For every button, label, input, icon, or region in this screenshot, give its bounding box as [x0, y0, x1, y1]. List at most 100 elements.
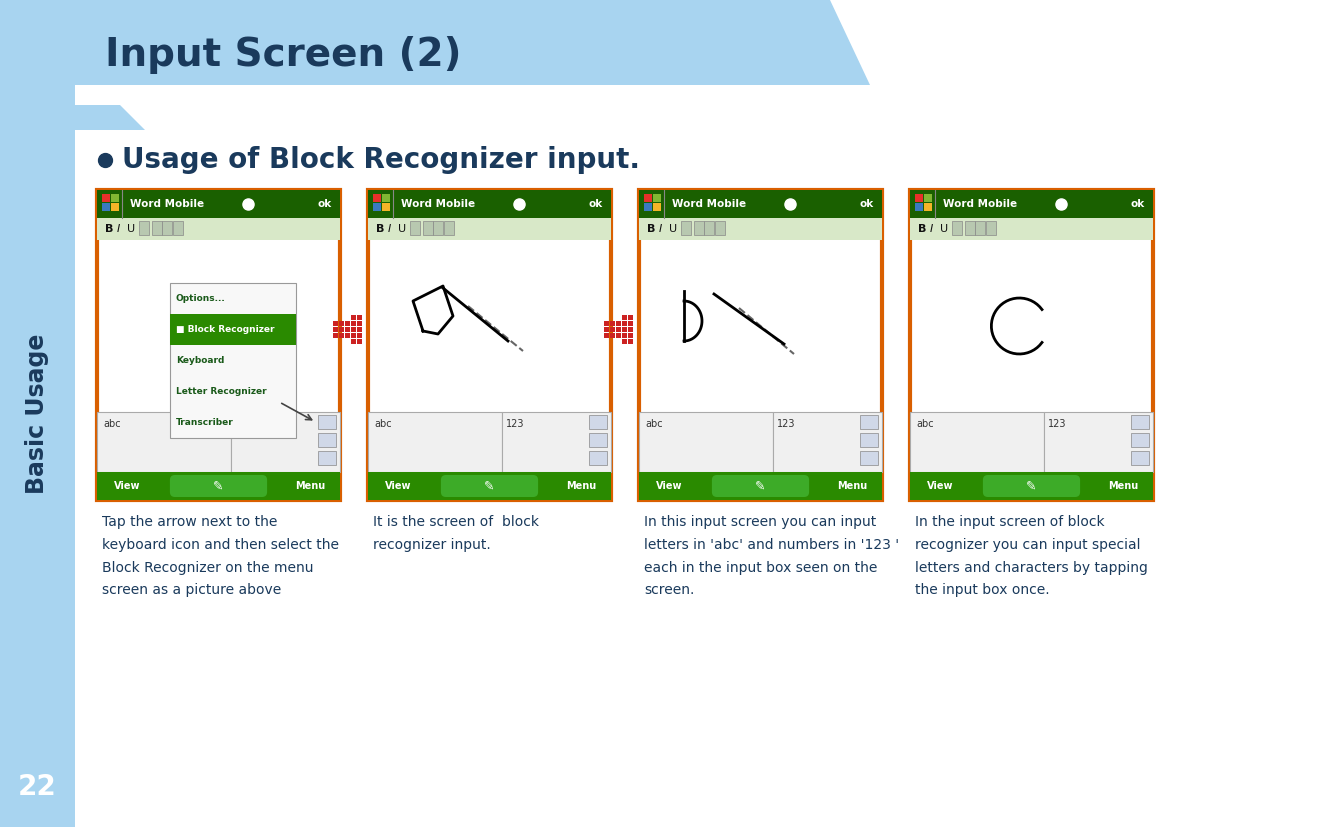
FancyBboxPatch shape — [351, 314, 356, 319]
FancyBboxPatch shape — [357, 338, 363, 343]
FancyBboxPatch shape — [333, 327, 339, 332]
Text: Word Mobile: Word Mobile — [672, 199, 747, 209]
FancyBboxPatch shape — [111, 203, 119, 211]
FancyBboxPatch shape — [910, 190, 1153, 500]
FancyBboxPatch shape — [975, 221, 985, 235]
Text: ok: ok — [317, 199, 332, 209]
Text: 123: 123 — [776, 419, 795, 429]
FancyBboxPatch shape — [1131, 451, 1149, 465]
FancyBboxPatch shape — [603, 321, 609, 326]
FancyBboxPatch shape — [628, 327, 633, 332]
Text: ok: ok — [860, 199, 874, 209]
FancyBboxPatch shape — [345, 332, 351, 337]
FancyBboxPatch shape — [502, 412, 611, 472]
Text: ✎: ✎ — [1026, 480, 1037, 493]
Text: In the input screen of block
recognizer you can input special
letters and charac: In the input screen of block recognizer … — [915, 515, 1148, 597]
FancyBboxPatch shape — [644, 194, 652, 202]
FancyBboxPatch shape — [96, 218, 340, 240]
Text: View: View — [114, 481, 140, 491]
Text: Tap the arrow next to the
keyboard icon and then select the
Block Recognizer on : Tap the arrow next to the keyboard icon … — [102, 515, 339, 597]
FancyBboxPatch shape — [622, 332, 628, 337]
FancyBboxPatch shape — [653, 194, 661, 202]
Text: B: B — [104, 224, 114, 234]
FancyBboxPatch shape — [357, 314, 363, 319]
FancyBboxPatch shape — [644, 203, 652, 211]
Text: Menu: Menu — [836, 481, 867, 491]
Text: U: U — [127, 224, 135, 234]
Text: Word Mobile: Word Mobile — [401, 199, 475, 209]
FancyBboxPatch shape — [640, 412, 772, 472]
FancyBboxPatch shape — [610, 327, 615, 332]
FancyBboxPatch shape — [910, 412, 1044, 472]
FancyBboxPatch shape — [139, 221, 149, 235]
FancyBboxPatch shape — [983, 475, 1080, 497]
Text: Transcriber: Transcriber — [175, 418, 234, 427]
FancyBboxPatch shape — [230, 412, 340, 472]
Text: View: View — [385, 481, 411, 491]
FancyBboxPatch shape — [615, 327, 621, 332]
Text: 123: 123 — [506, 419, 524, 429]
FancyBboxPatch shape — [351, 327, 356, 332]
FancyBboxPatch shape — [603, 327, 609, 332]
FancyBboxPatch shape — [681, 221, 690, 235]
FancyBboxPatch shape — [442, 475, 538, 497]
FancyBboxPatch shape — [860, 415, 878, 429]
FancyBboxPatch shape — [423, 221, 434, 235]
FancyBboxPatch shape — [444, 221, 454, 235]
FancyBboxPatch shape — [628, 314, 633, 319]
FancyBboxPatch shape — [910, 472, 1153, 500]
FancyBboxPatch shape — [351, 332, 356, 337]
FancyBboxPatch shape — [610, 321, 615, 326]
FancyBboxPatch shape — [170, 283, 296, 437]
FancyBboxPatch shape — [96, 190, 340, 500]
FancyBboxPatch shape — [628, 338, 633, 343]
Text: View: View — [656, 481, 682, 491]
FancyBboxPatch shape — [603, 332, 609, 337]
FancyBboxPatch shape — [589, 451, 607, 465]
FancyBboxPatch shape — [925, 203, 933, 211]
Text: B: B — [918, 224, 926, 234]
Text: ✎: ✎ — [755, 480, 765, 493]
Text: U: U — [941, 224, 949, 234]
FancyBboxPatch shape — [640, 218, 882, 240]
FancyBboxPatch shape — [622, 338, 628, 343]
FancyBboxPatch shape — [351, 338, 356, 343]
FancyBboxPatch shape — [409, 221, 420, 235]
FancyBboxPatch shape — [357, 332, 363, 337]
FancyBboxPatch shape — [170, 314, 296, 345]
FancyBboxPatch shape — [589, 433, 607, 447]
Text: abc: abc — [375, 419, 392, 429]
FancyBboxPatch shape — [333, 332, 339, 337]
Text: Letter Recognizer: Letter Recognizer — [175, 387, 266, 396]
Text: Usage of Block Recognizer input.: Usage of Block Recognizer input. — [122, 146, 640, 174]
FancyBboxPatch shape — [640, 190, 882, 218]
FancyBboxPatch shape — [368, 412, 502, 472]
FancyBboxPatch shape — [615, 332, 621, 337]
Text: ok: ok — [1131, 199, 1145, 209]
FancyBboxPatch shape — [712, 475, 809, 497]
Text: B: B — [376, 224, 384, 234]
FancyBboxPatch shape — [170, 475, 268, 497]
Polygon shape — [75, 105, 145, 130]
FancyBboxPatch shape — [339, 327, 344, 332]
FancyBboxPatch shape — [345, 327, 351, 332]
FancyBboxPatch shape — [96, 412, 230, 472]
FancyBboxPatch shape — [102, 203, 110, 211]
FancyBboxPatch shape — [357, 327, 363, 332]
FancyBboxPatch shape — [351, 321, 356, 326]
Text: I: I — [660, 224, 662, 234]
FancyBboxPatch shape — [953, 221, 962, 235]
Text: I: I — [388, 224, 391, 234]
FancyBboxPatch shape — [368, 190, 611, 218]
Text: Keyboard: Keyboard — [175, 356, 225, 365]
FancyBboxPatch shape — [589, 415, 607, 429]
Text: ■ Block Recognizer: ■ Block Recognizer — [175, 325, 274, 334]
FancyBboxPatch shape — [628, 332, 633, 337]
FancyBboxPatch shape — [75, 90, 1338, 827]
Text: 123: 123 — [234, 419, 253, 429]
FancyBboxPatch shape — [373, 194, 381, 202]
Text: I: I — [116, 224, 120, 234]
FancyBboxPatch shape — [860, 433, 878, 447]
FancyBboxPatch shape — [434, 221, 443, 235]
FancyBboxPatch shape — [318, 415, 336, 429]
